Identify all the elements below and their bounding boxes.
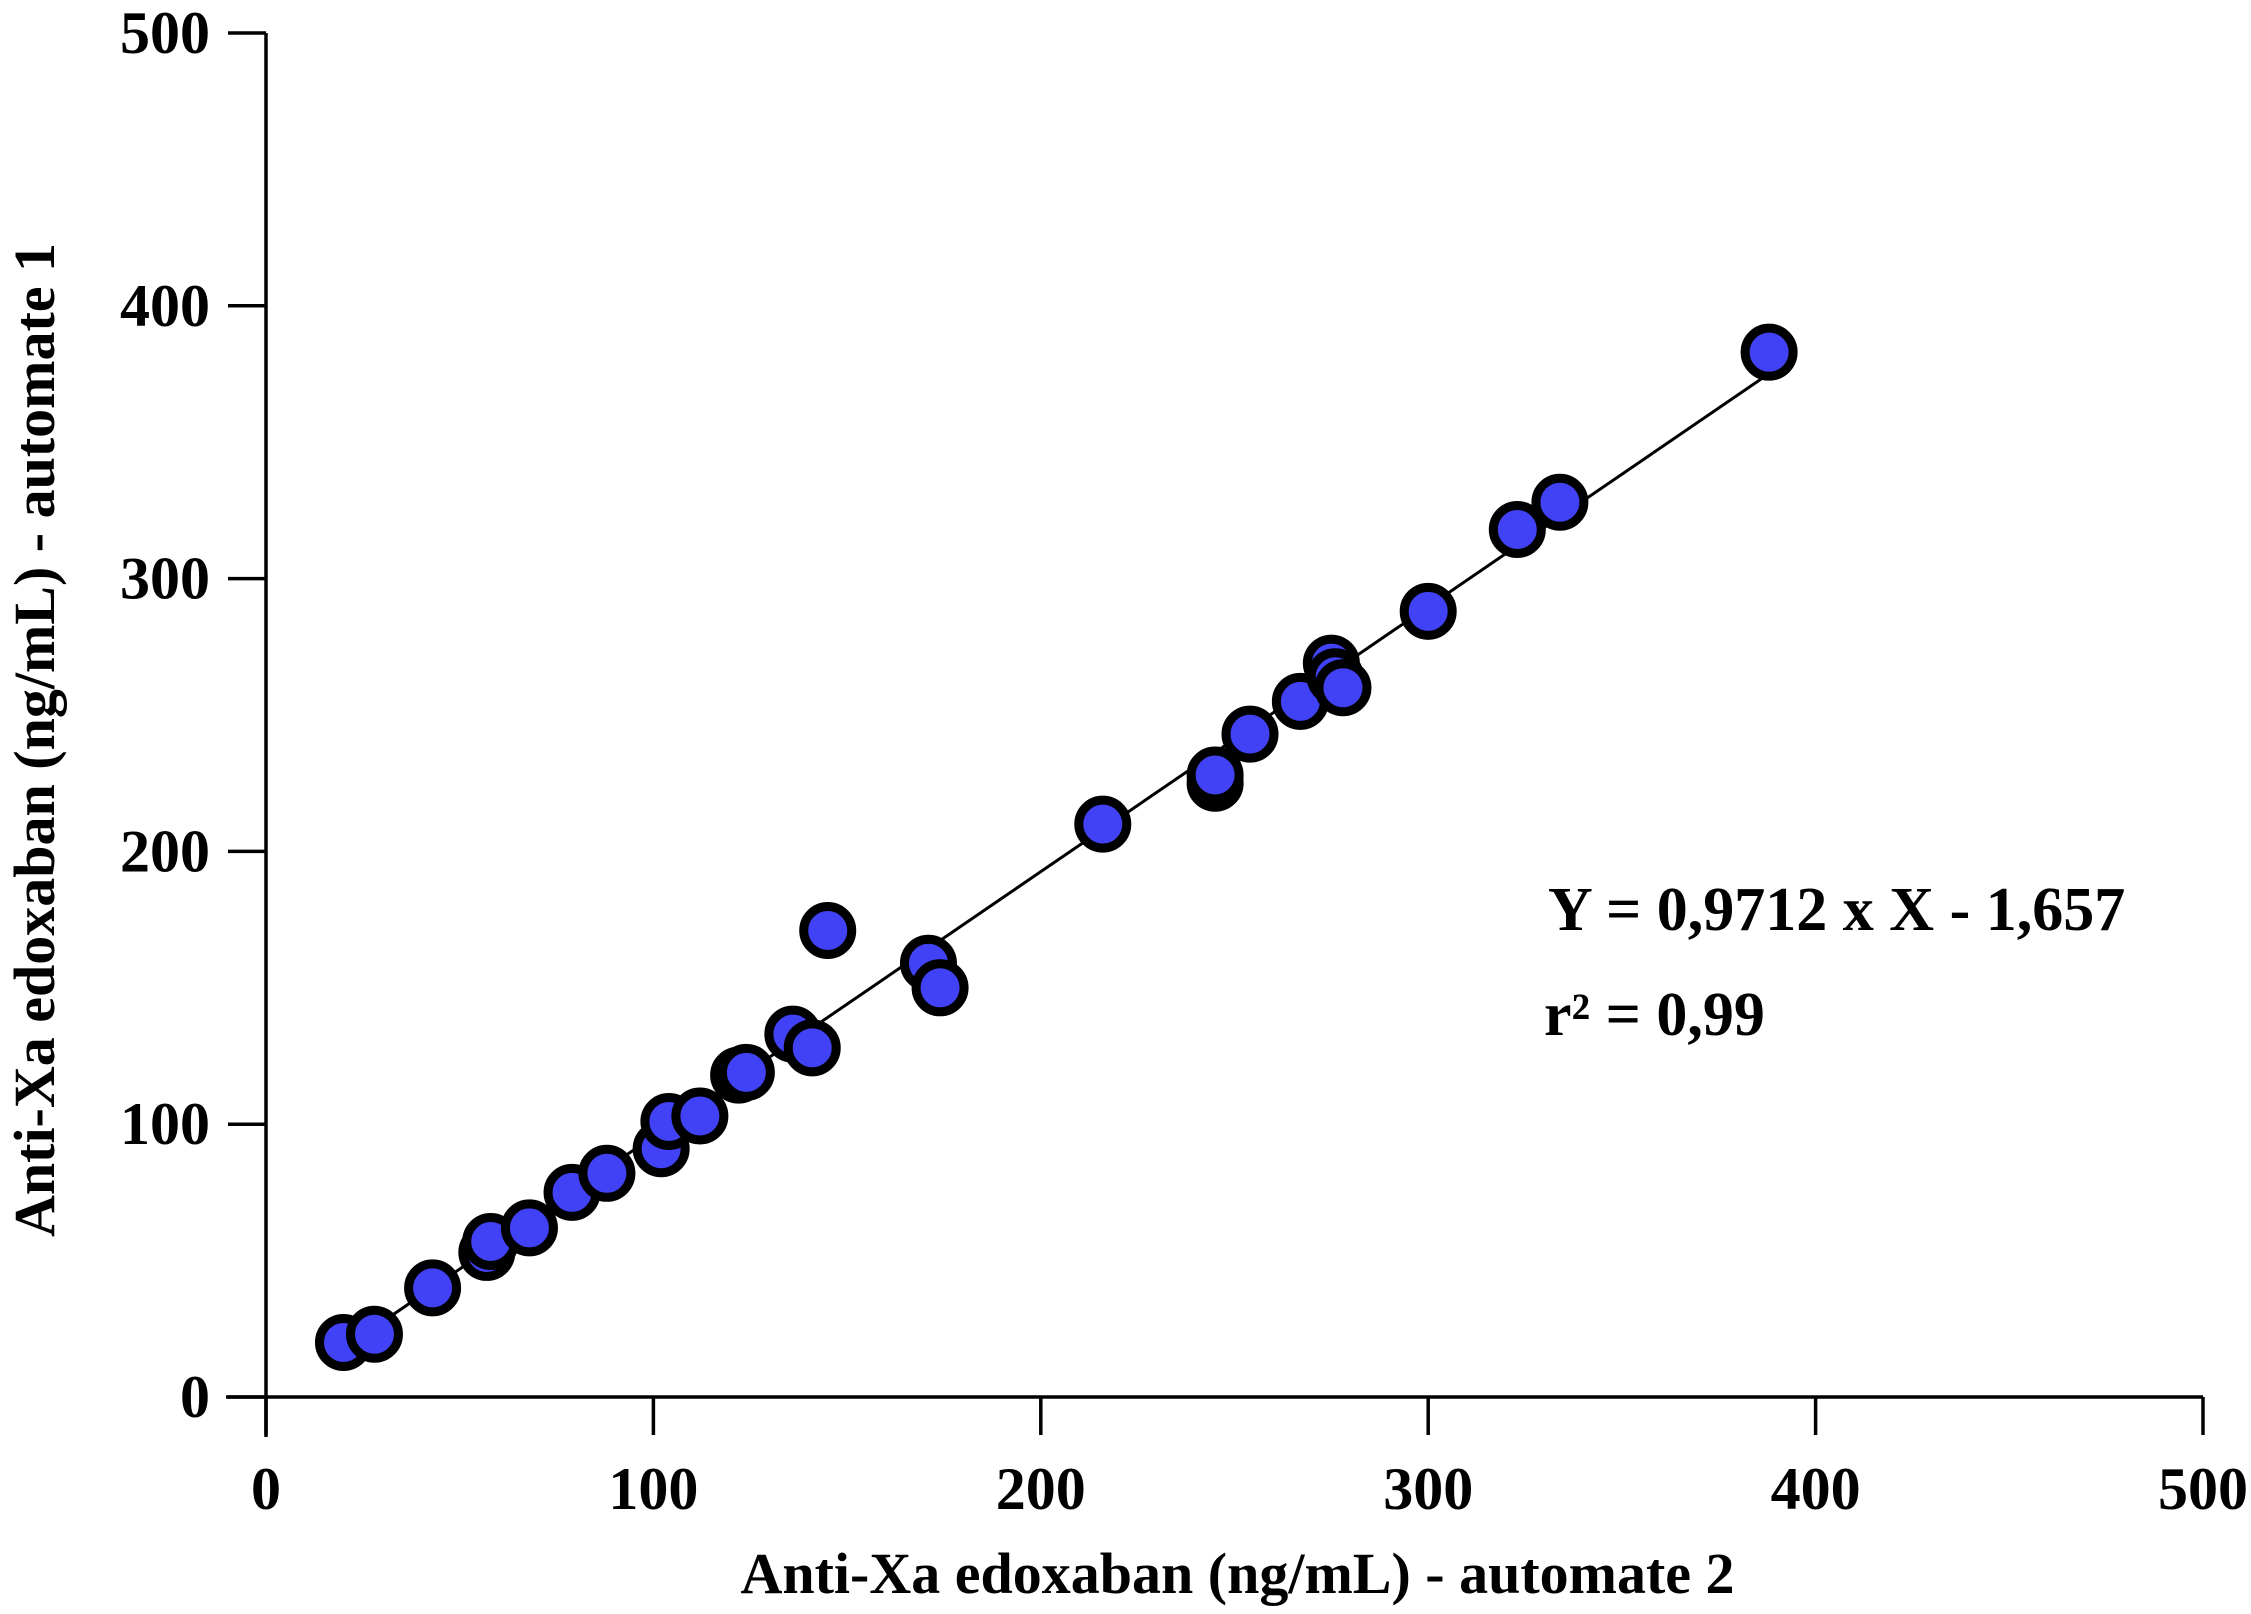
y-tick-label: 300 (120, 546, 210, 612)
x-axis-ticks: 0 100 200 300 400 500 (251, 1397, 2248, 1522)
data-point (1531, 473, 1589, 531)
x-tick-label: 300 (1383, 1456, 1473, 1522)
data-point (1186, 746, 1244, 804)
data-point (1314, 659, 1372, 717)
data-point (717, 1043, 775, 1101)
data-point (1074, 795, 1132, 853)
data-point (799, 902, 857, 960)
y-tick-label: 0 (180, 1364, 210, 1430)
data-points (314, 323, 1798, 1371)
y-axis-ticks: 0 100 200 300 400 500 (120, 0, 266, 1430)
x-tick-label: 400 (1771, 1456, 1861, 1522)
data-point (500, 1199, 558, 1257)
y-tick-label: 400 (120, 273, 210, 339)
x-tick-label: 200 (996, 1456, 1086, 1522)
y-tick-label: 100 (120, 1091, 210, 1157)
data-point (783, 1019, 841, 1077)
x-tick-label: 100 (608, 1456, 698, 1522)
regression-equation: Y = 0,9712 x X - 1,657 (1548, 876, 2125, 944)
data-point (1740, 323, 1798, 381)
r-squared-annotation: r² = 0,99 (1544, 981, 1765, 1049)
data-point (911, 959, 969, 1017)
data-point (671, 1087, 729, 1145)
data-point (345, 1305, 403, 1363)
data-point (404, 1259, 462, 1317)
data-point (1221, 705, 1279, 763)
y-tick-label: 200 (120, 818, 210, 884)
data-point (1488, 500, 1546, 558)
x-tick-label: 500 (2158, 1456, 2248, 1522)
data-point (1399, 582, 1457, 640)
data-point (578, 1144, 636, 1202)
y-axis-title: Anti-Xa edoxaban (ng/mL) - automate 1 (2, 243, 67, 1237)
y-tick-label: 500 (120, 0, 210, 66)
x-axis-title: Anti-Xa edoxaban (ng/mL) - automate 2 (740, 1541, 1734, 1606)
x-tick-label: 0 (251, 1456, 281, 1522)
